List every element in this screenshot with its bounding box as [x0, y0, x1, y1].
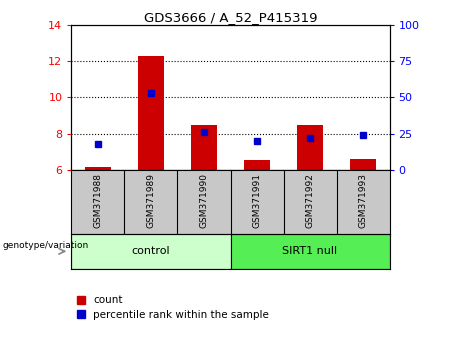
Bar — [244, 160, 270, 170]
Text: SIRT1 null: SIRT1 null — [283, 246, 337, 256]
Text: GSM371993: GSM371993 — [359, 173, 367, 228]
Text: GSM371991: GSM371991 — [253, 173, 261, 228]
Text: genotype/variation: genotype/variation — [2, 241, 89, 250]
Bar — [350, 159, 376, 170]
Bar — [138, 56, 164, 170]
Text: GSM371992: GSM371992 — [306, 173, 314, 228]
Bar — [71, 234, 230, 269]
Bar — [85, 167, 111, 170]
Text: GDS3666 / A_52_P415319: GDS3666 / A_52_P415319 — [144, 11, 317, 24]
Text: GSM371988: GSM371988 — [94, 173, 102, 228]
Bar — [297, 125, 323, 170]
Bar — [191, 125, 217, 170]
Text: GSM371989: GSM371989 — [147, 173, 155, 228]
Text: GSM371990: GSM371990 — [200, 173, 208, 228]
Bar — [230, 234, 390, 269]
Legend: count, percentile rank within the sample: count, percentile rank within the sample — [77, 296, 269, 320]
Text: control: control — [132, 246, 170, 256]
